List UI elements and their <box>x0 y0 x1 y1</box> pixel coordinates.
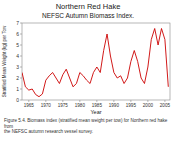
x-tick <box>130 100 131 102</box>
x-tick <box>79 100 80 102</box>
y-tick <box>20 23 22 24</box>
y-tick <box>20 78 22 79</box>
x-tick-label: 1975 <box>58 103 69 108</box>
x-tick-label: 1970 <box>41 103 52 108</box>
caption: Figure 5.4. Biomass index (stratified me… <box>4 118 168 134</box>
y-tick-label: 0 <box>16 97 19 103</box>
title: Northern Red Hake <box>56 2 121 11</box>
data-line <box>22 29 168 97</box>
x-axis-label: Year <box>90 109 101 115</box>
chart: Northern Red HakeNEFSC Autumn Biomass In… <box>0 0 176 150</box>
y-tick-label: 6 <box>16 31 19 37</box>
x-tick-label: 1985 <box>92 103 103 108</box>
x-tick <box>113 100 114 102</box>
x-tick-label: 1995 <box>126 103 137 108</box>
y-tick <box>20 56 22 57</box>
y-tick <box>20 67 22 68</box>
x-tick-label: 2000 <box>143 103 154 108</box>
x-tick-label: 1990 <box>109 103 120 108</box>
subtitle: NEFSC Autumn Biomass Index. <box>42 12 134 19</box>
x-tick <box>96 100 97 102</box>
y-tick-label: 4 <box>16 53 19 59</box>
x-tick <box>147 100 148 102</box>
x-tick-label: 1965 <box>24 103 35 108</box>
plot-area <box>22 29 168 97</box>
plot-frame <box>22 23 170 100</box>
y-tick-label: 1 <box>16 86 19 92</box>
y-tick-label: 7 <box>16 20 19 26</box>
y-tick-label: 5 <box>16 42 19 48</box>
x-tick <box>164 100 165 102</box>
y-tick <box>20 45 22 46</box>
x-tick-label: 1980 <box>75 103 86 108</box>
x-tick <box>28 100 29 102</box>
y-tick <box>20 89 22 90</box>
x-tick <box>45 100 46 102</box>
y-tick <box>20 100 22 101</box>
y-tick <box>20 34 22 35</box>
y-tick-label: 3 <box>16 64 19 70</box>
y-tick-label: 2 <box>16 75 19 81</box>
x-tick-label: 2005 <box>160 103 171 108</box>
y-axis-label: Stratified Mean Weight (kg) per Tow <box>2 25 7 97</box>
x-tick <box>62 100 63 102</box>
